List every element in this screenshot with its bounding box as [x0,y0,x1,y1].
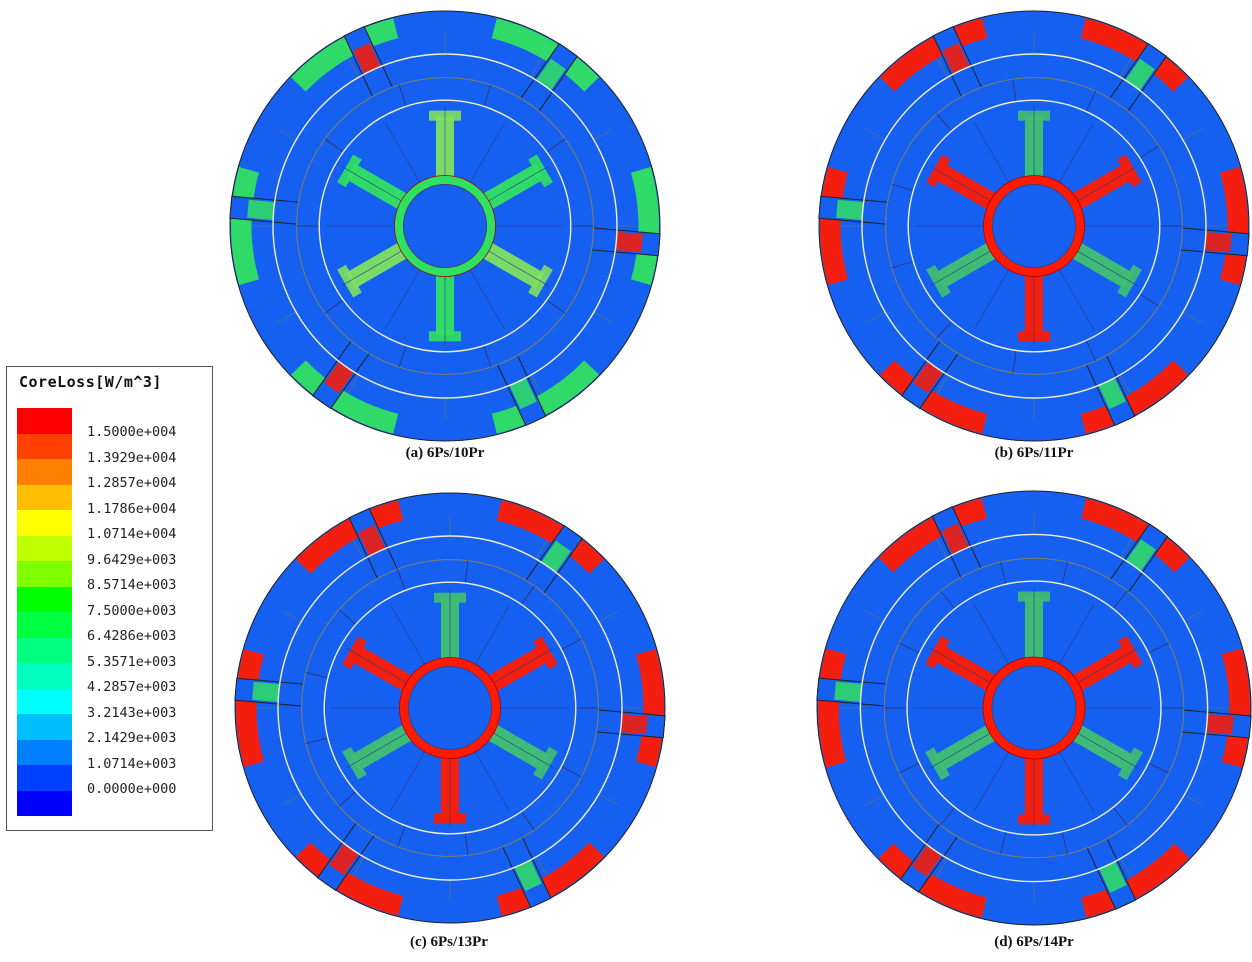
legend-swatch [17,688,72,714]
panel-c [232,485,668,931]
loss-arc [496,842,604,916]
legend-colorbar [17,408,72,816]
loss-arc [878,843,987,918]
loss-arc [880,360,988,434]
air-gap-outer [277,535,623,881]
loss-arc [291,360,399,434]
stator-slot [816,677,889,707]
shaft [402,183,488,269]
legend-label: 3.2143e+003 [87,704,177,721]
coreloss-plot-c [234,492,666,924]
loss-arc [1080,360,1188,434]
legend-swatch [17,408,72,434]
caption-c: (c) 6Ps/13Pr [410,934,488,950]
coreloss-plot-b [818,10,1250,442]
legend-label: 1.0714e+004 [87,526,177,542]
loss-arc [296,842,404,916]
panel-a [222,8,668,444]
shaft [991,665,1077,751]
stator-slot [818,195,890,225]
legend-label: 4.2857e+003 [87,679,177,695]
loss-arc [296,500,404,574]
air-gap-outer [272,53,618,399]
caption-b: (b) 6Ps/11Pr [994,445,1074,461]
legend-label: 1.0714e+003 [87,755,177,772]
loss-arc [1081,498,1190,573]
stator-slot [589,227,661,257]
legend-label: 6.4286e+003 [87,628,177,644]
legend-label: 9.6429e+003 [87,551,177,568]
legend-swatch [17,586,72,612]
colorbar-legend: CoreLoss[W/m^3] 1.5000e+004 1.3929e+004 1.… [6,366,213,831]
legend-title: CoreLoss[W/m^3] [19,373,162,391]
panel-b [814,8,1252,444]
legend-label: 2.1429e+003 [87,730,177,746]
legend-label: 0.0000e+000 [87,781,177,797]
legend-swatch [17,612,72,638]
legend-swatch [17,739,72,765]
loss-arc [1081,843,1190,918]
legend-label: 5.3571e+003 [87,653,177,670]
stator-slot [1179,709,1252,739]
legend-swatch [17,561,72,587]
panel-d [814,485,1252,931]
legend-swatch [17,714,72,740]
legend-swatch [17,637,72,663]
loss-arc [1080,18,1188,92]
stator-slot [519,42,579,114]
legend-swatch [17,765,72,791]
legend-label: 1.1786e+004 [87,500,177,517]
legend-swatch [17,535,72,561]
legend-swatch [17,484,72,510]
legend-label: 1.5000e+004 [87,424,177,440]
legend-label: 7.5000e+003 [87,602,177,619]
air-gap-outer [861,53,1207,399]
loss-arc [491,18,599,92]
loss-arc [491,360,599,434]
stator-slot [1085,836,1137,910]
legend-swatch [17,663,72,689]
legend-label: 1.2857e+004 [87,475,177,491]
legend-label: 8.5714e+003 [87,577,177,593]
stator-slot [229,195,301,225]
loss-arc [496,500,604,574]
coreloss-plot-d [816,490,1252,926]
stator-slot [900,338,960,410]
coreloss-plot-a [229,10,661,442]
shaft [407,665,493,751]
shaft [991,183,1077,269]
loss-arc [880,18,988,92]
legend-swatch [17,790,72,816]
legend-swatch [17,433,72,459]
legend-swatch [17,459,72,485]
legend-label: 1.3929e+004 [87,449,177,466]
air-gap-outer [859,533,1209,883]
caption-a: (a) 6Ps/10Pr [405,445,485,461]
loss-arc [291,18,399,92]
stator-slot [594,709,666,739]
stator-slot [234,677,306,707]
loss-arc [878,498,987,573]
legend-swatch [17,510,72,536]
caption-d: (d) 6Ps/14Pr [994,934,1074,950]
